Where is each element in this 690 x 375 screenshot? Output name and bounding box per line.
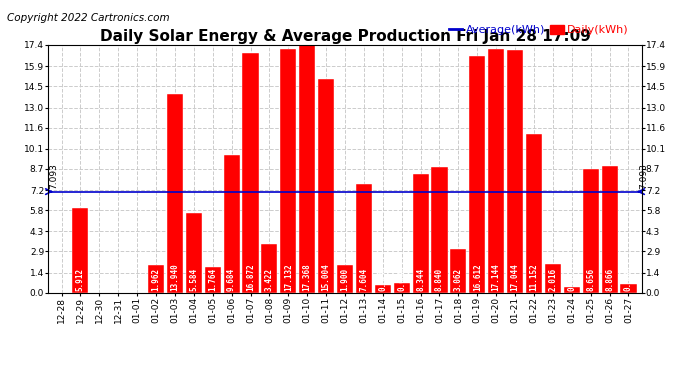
Text: 0.648: 0.648: [397, 268, 406, 291]
Bar: [582, 170, 599, 292]
Text: 17.368: 17.368: [303, 264, 312, 291]
Bar: [620, 284, 636, 292]
Text: 0.588: 0.588: [624, 268, 633, 291]
Text: 17.044: 17.044: [511, 264, 520, 291]
Text: 8.840: 8.840: [435, 268, 444, 291]
Bar: [413, 174, 428, 292]
Text: Copyright 2022 Cartronics.com: Copyright 2022 Cartronics.com: [7, 13, 170, 23]
Text: 1.764: 1.764: [208, 268, 217, 291]
Text: 1.962: 1.962: [152, 268, 161, 291]
Bar: [602, 166, 618, 292]
Text: 0.528: 0.528: [378, 268, 387, 291]
Text: 15.004: 15.004: [322, 264, 331, 291]
Bar: [356, 184, 372, 292]
Bar: [451, 249, 466, 292]
Bar: [72, 209, 88, 292]
Bar: [375, 285, 391, 292]
Text: 2.016: 2.016: [549, 268, 558, 291]
Bar: [488, 49, 504, 292]
Bar: [469, 56, 485, 292]
Text: 9.684: 9.684: [227, 268, 236, 291]
Bar: [526, 134, 542, 292]
Text: 17.144: 17.144: [492, 264, 501, 291]
Bar: [299, 45, 315, 292]
Bar: [507, 50, 523, 292]
Text: 8.656: 8.656: [586, 268, 595, 291]
Text: 1.900: 1.900: [340, 268, 350, 291]
Bar: [431, 167, 448, 292]
Text: 16.612: 16.612: [473, 264, 482, 291]
Bar: [564, 288, 580, 292]
Bar: [224, 155, 239, 292]
Text: 5.912: 5.912: [76, 268, 85, 291]
Bar: [318, 79, 334, 292]
Bar: [545, 264, 561, 292]
Legend: Average(kWh), Daily(kWh): Average(kWh), Daily(kWh): [444, 21, 633, 40]
Bar: [205, 267, 221, 292]
Text: 8.344: 8.344: [416, 268, 425, 291]
Text: 7.093: 7.093: [639, 164, 648, 189]
Text: 5.584: 5.584: [189, 268, 198, 291]
Text: 16.872: 16.872: [246, 264, 255, 291]
Text: 8.866: 8.866: [605, 268, 614, 291]
Text: 3.062: 3.062: [454, 268, 463, 291]
Bar: [167, 94, 183, 292]
Bar: [186, 213, 202, 292]
Text: 0.352: 0.352: [567, 268, 576, 291]
Bar: [148, 265, 164, 292]
Text: 7.604: 7.604: [359, 268, 368, 291]
Bar: [280, 49, 296, 292]
Text: 11.152: 11.152: [529, 264, 538, 291]
Bar: [394, 283, 410, 292]
Title: Daily Solar Energy & Average Production Fri Jan 28 17:09: Daily Solar Energy & Average Production …: [99, 29, 591, 44]
Bar: [262, 244, 277, 292]
Bar: [337, 266, 353, 292]
Text: 17.132: 17.132: [284, 264, 293, 291]
Text: 13.940: 13.940: [170, 264, 179, 291]
Text: 3.422: 3.422: [265, 268, 274, 291]
Bar: [242, 53, 259, 292]
Text: 7.093: 7.093: [49, 164, 58, 189]
